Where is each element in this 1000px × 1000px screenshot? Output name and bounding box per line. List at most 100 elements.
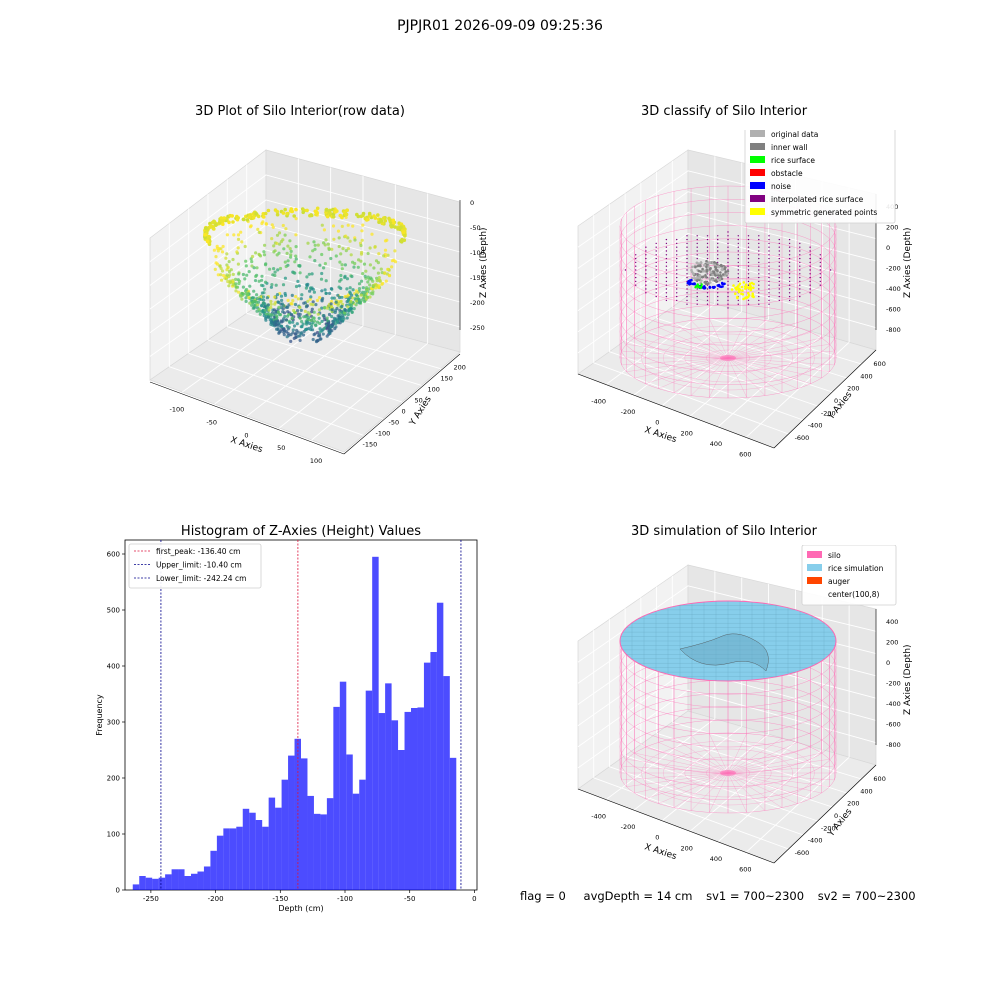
histogram-bar (288, 755, 295, 890)
raw-data-point (326, 242, 330, 246)
original-data-point (707, 261, 710, 264)
interpolated-surface-point (696, 299, 698, 302)
interpolated-surface-point (676, 242, 678, 245)
raw-data-point (269, 305, 273, 310)
interpolated-surface-point (676, 238, 678, 241)
raw-data-point (234, 282, 238, 286)
interpolated-surface-point (737, 257, 739, 260)
interpolated-surface-point (778, 261, 780, 264)
x-tick-label: -100 (337, 895, 353, 903)
raw-data-point (363, 290, 367, 294)
raw-data-point (269, 317, 273, 321)
raw-data-point (393, 225, 398, 229)
raw-data-point (260, 274, 264, 278)
original-data-point (699, 261, 703, 265)
raw-x-tick-label: -50 (206, 418, 217, 426)
rice-surface-point (694, 285, 698, 288)
y-tick-label: 500 (107, 607, 120, 615)
raw-data-point (250, 303, 254, 307)
raw-data-point (388, 218, 392, 223)
interpolated-surface-point (768, 292, 770, 294)
raw-data-point (275, 209, 280, 214)
noise-point (692, 282, 696, 286)
interpolated-surface-point (655, 242, 657, 245)
cls-z-tick-label: -400 (886, 285, 901, 293)
raw-data-point (244, 287, 249, 292)
grid-line (717, 334, 823, 428)
grid-line (577, 274, 877, 354)
histogram-bar (191, 873, 198, 890)
raw-data-point (379, 267, 383, 271)
raw-data-point (317, 316, 321, 320)
cls-z-tick-label: -600 (886, 306, 901, 314)
raw-data-point (293, 302, 298, 307)
interpolated-surface-point (809, 250, 811, 252)
raw-data-point (294, 254, 298, 258)
interpolated-surface-point (737, 299, 739, 302)
avg-depth-value: avgDepth = 14 cm (583, 889, 693, 903)
raw-data-point (260, 304, 264, 308)
status-footer: flag = 0 avgDepth = 14 cm sv1 = 700~2300… (520, 889, 926, 903)
simulation-rice-surface (619, 600, 837, 682)
raw-data-point (376, 261, 380, 265)
interpolated-surface-point (686, 299, 688, 302)
interpolated-surface-point (799, 288, 801, 290)
raw-data-point (309, 325, 313, 329)
raw-data-point (298, 312, 302, 316)
raw-data-point (361, 213, 365, 218)
interpolated-surface-point (778, 254, 780, 256)
raw-data-point (372, 283, 376, 287)
raw-data-point (390, 224, 395, 228)
grid-line (661, 318, 769, 407)
silo-floor-spoke (727, 327, 798, 359)
interpolated-surface-point (727, 292, 729, 294)
classify-point-cloud (686, 259, 755, 301)
interpolated-surface-point (788, 273, 791, 275)
raw-data-point (323, 262, 327, 266)
original-data-point (711, 270, 715, 273)
raw-data-point (391, 218, 396, 223)
raw-data-point (338, 295, 342, 300)
interpolated-surface-point (788, 284, 791, 286)
interpolated-surface-point (788, 261, 791, 264)
cls-legend-label: inner wall (771, 143, 808, 152)
interpolated-surface-point (645, 288, 647, 290)
interpolated-surface-point (727, 288, 729, 290)
interpolated-surface-point (645, 292, 647, 294)
raw-data-point (309, 318, 313, 322)
raw-data-point (252, 303, 256, 307)
raw-data-point (220, 250, 225, 254)
raw-data-point (243, 277, 247, 281)
raw-data-point (328, 329, 332, 334)
interpolated-surface-point (696, 288, 698, 290)
raw-x-tick-label: 50 (277, 444, 285, 452)
raw-data-point (261, 215, 266, 219)
raw-data-point (382, 254, 386, 258)
interpolated-surface-point (788, 257, 791, 260)
raw-data-point (376, 213, 380, 217)
histogram-bar (158, 877, 166, 890)
silo-floor-spoke (626, 772, 729, 787)
original-data-point (701, 270, 705, 273)
symmetric-generated-point (742, 297, 745, 301)
original-data-point (697, 262, 700, 265)
raw-data-point (330, 296, 334, 300)
cls-y-tick-label: 600 (873, 360, 885, 368)
raw-data-point (337, 244, 341, 249)
interpolated-surface-point (717, 250, 719, 252)
raw-z-tick-label: -100 (470, 249, 485, 257)
original-data-point (708, 267, 712, 271)
raw-data-point (322, 266, 326, 270)
raw-data-point (285, 324, 289, 328)
raw-data-point (308, 312, 312, 316)
interpolated-surface-point (676, 250, 678, 252)
raw-data-point (312, 319, 317, 323)
raw-data-point (268, 267, 272, 271)
symmetric-generated-point (749, 284, 752, 288)
raw-data-point (345, 316, 349, 320)
silo-floor-spoke (727, 318, 747, 359)
raw-data-point (278, 313, 283, 317)
cls-legend-label: interpolated rice surface (771, 195, 864, 204)
silo-floor-spoke (727, 747, 811, 774)
symmetric-generated-point (741, 289, 744, 292)
